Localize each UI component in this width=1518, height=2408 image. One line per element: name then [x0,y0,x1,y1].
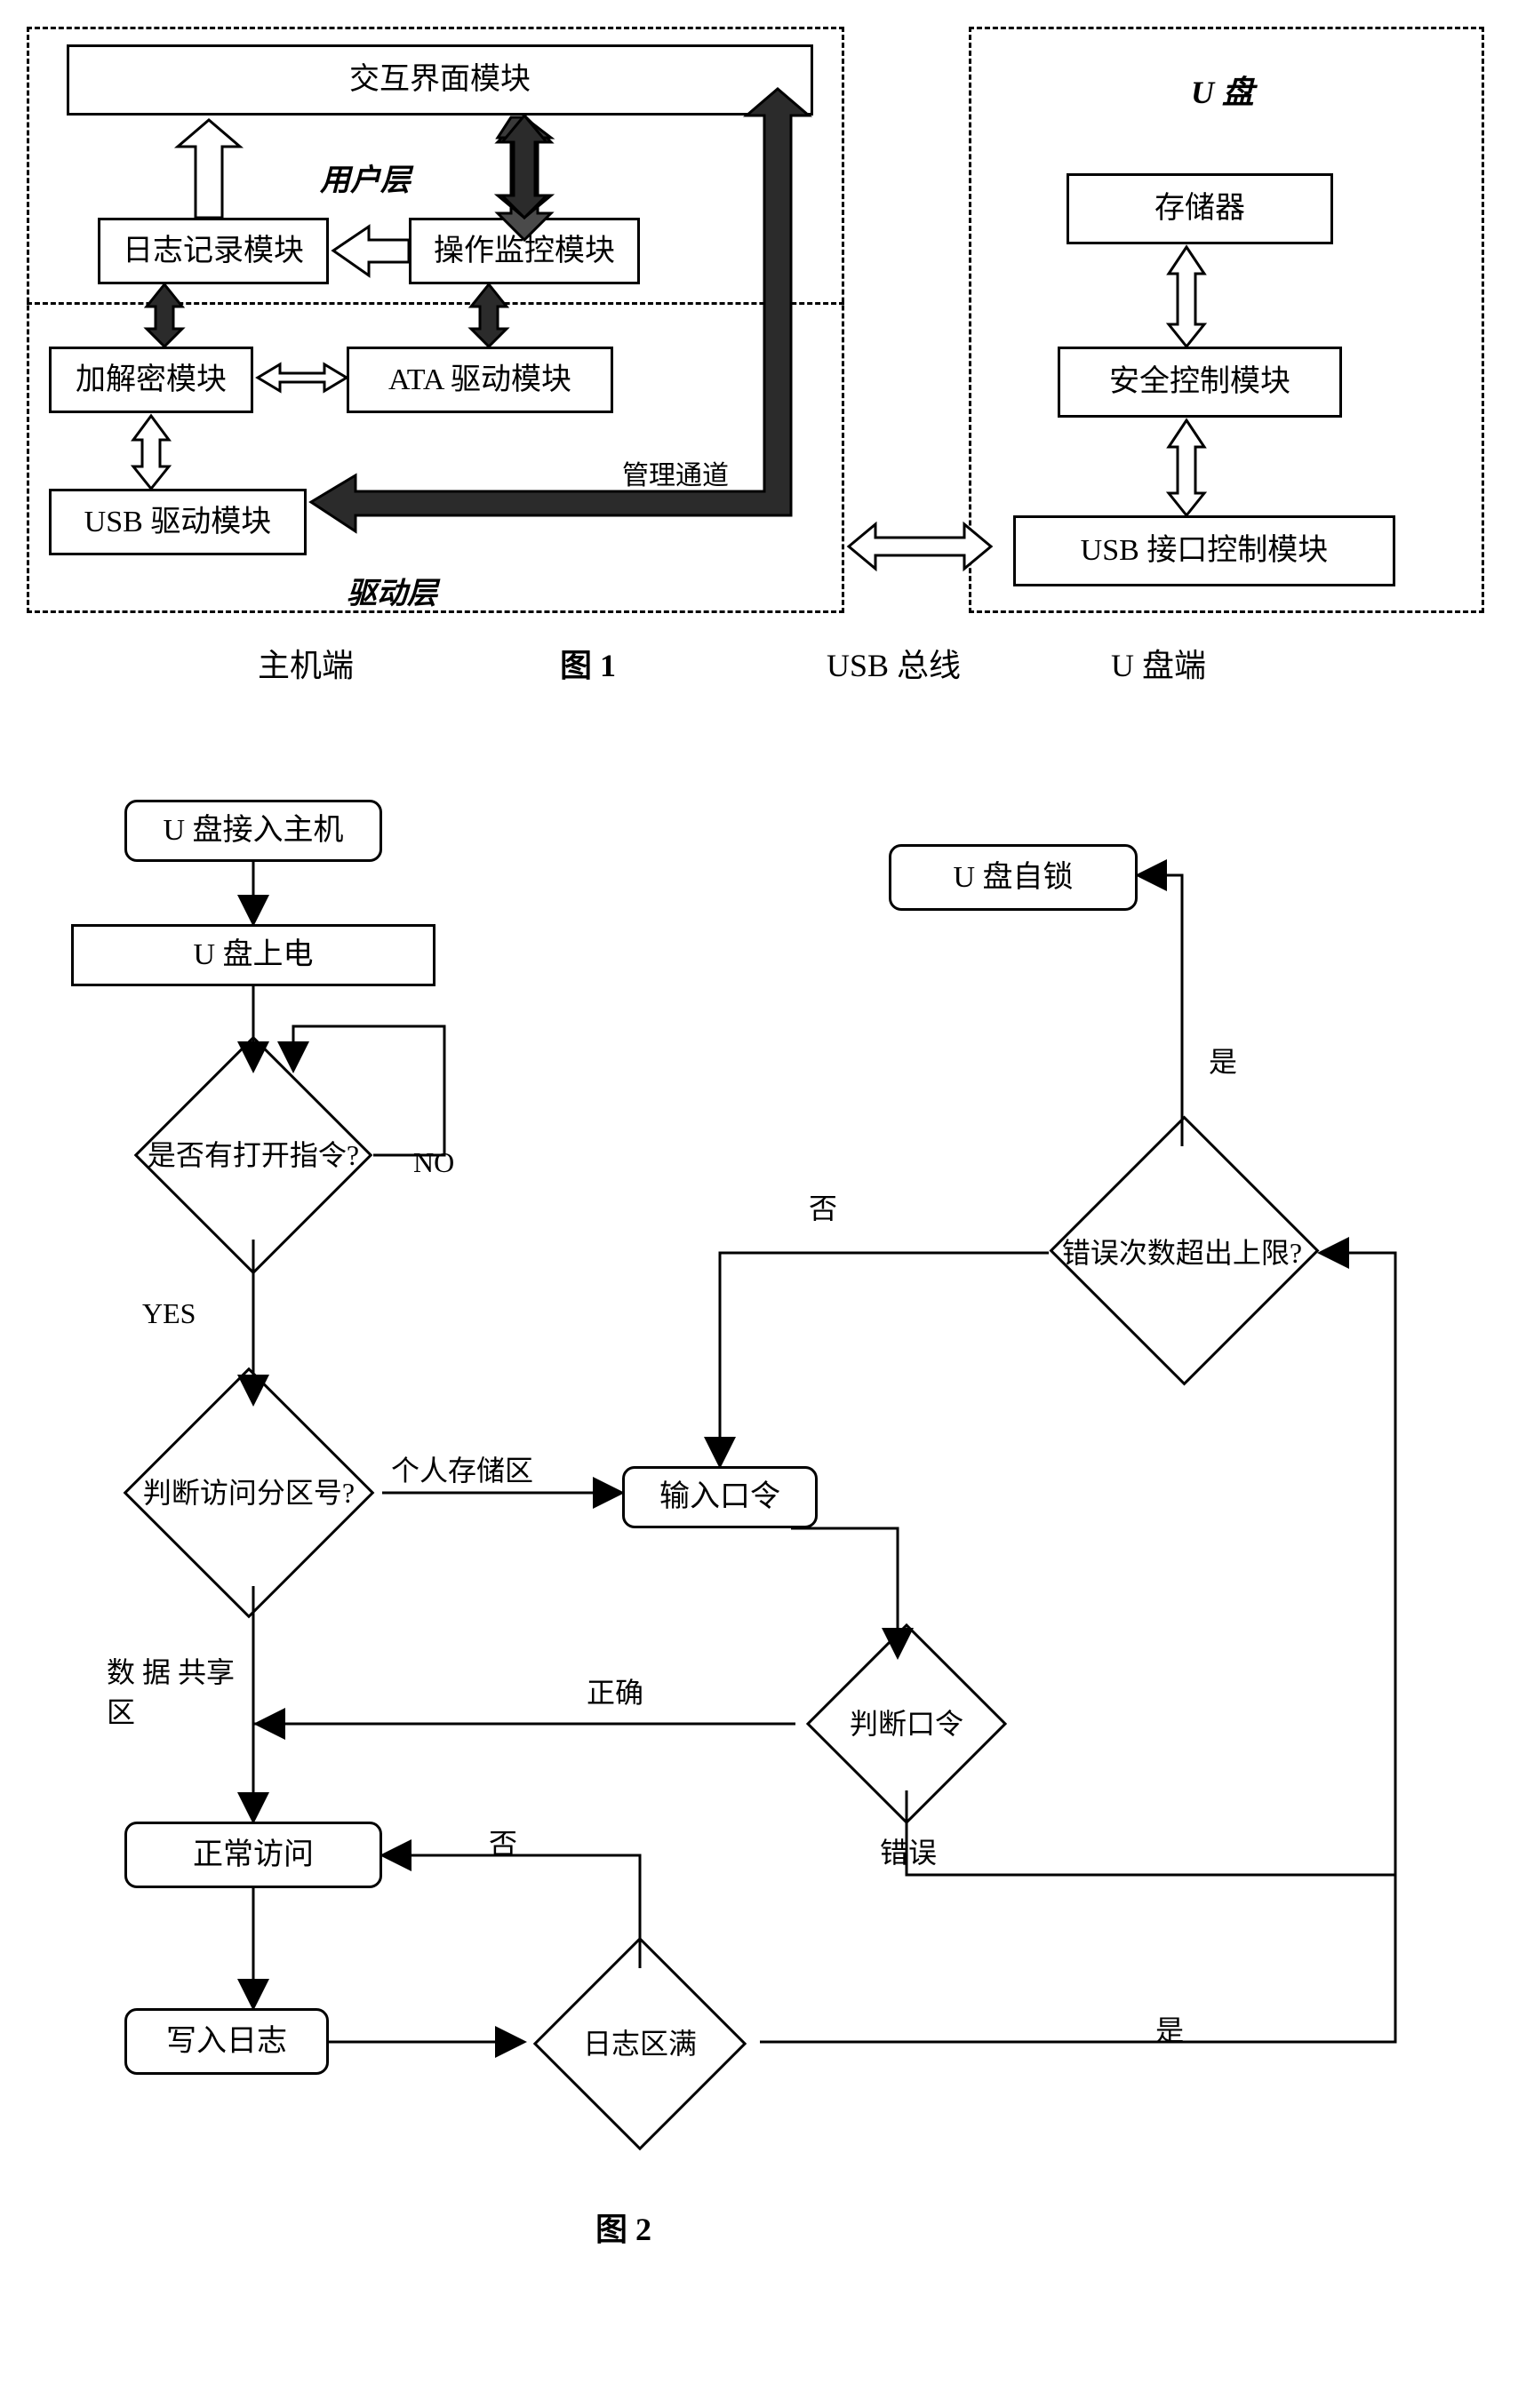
node-access: 正常访问 [124,1822,382,1888]
ata-module-box: ATA 驱动模块 [347,347,613,413]
log-module-box: 日志记录模块 [98,218,329,284]
decision-partition-label: 判断访问分区号? [116,1476,382,1510]
udisk-end-label: U 盘端 [1111,640,1206,686]
label-yes-cn-errcount: 是 [1209,1040,1237,1080]
label-no: NO [413,1146,454,1179]
usb-drv-module-box: USB 驱动模块 [49,489,307,555]
usb-if-ctrl-label: USB 接口控制模块 [1081,534,1329,567]
host-caption: 主机端 [258,640,354,686]
decision-errcount-label: 错误次数超出上限? [1040,1236,1324,1270]
log-module-label: 日志记录模块 [123,235,304,267]
ui-module-label: 交互界面模块 [349,63,531,96]
usb-bus-label: USB 总线 [827,640,961,686]
decision-pwd: 判断口令 [791,1653,1022,1795]
label-no-cn-logfull: 否 [489,1822,517,1862]
usb-if-ctrl-box: USB 接口控制模块 [1013,515,1395,586]
decision-partition: 判断访问分区号? [116,1395,382,1591]
node-poweron-label: U 盘上电 [193,938,313,971]
crypto-module-label: 加解密模块 [76,363,227,396]
node-poweron: U 盘上电 [71,924,435,986]
node-selflock-label: U 盘自锁 [953,861,1073,894]
sec-ctrl-label: 安全控制模块 [1109,365,1290,398]
decision-open-cmd: 是否有打开指令? [133,1066,373,1244]
node-insert-label: U 盘接入主机 [163,814,343,847]
node-input-pwd: 输入口令 [622,1466,818,1528]
monitor-module-box: 操作监控模块 [409,218,640,284]
label-personal: 个人存储区 [391,1448,533,1489]
udisk-title: U 盘 [1191,67,1254,113]
driver-layer-label: 驱动层 [347,569,437,612]
usb-drv-module-label: USB 驱动模块 [84,506,272,538]
label-yes-cn-logfull: 是 [1155,2008,1184,2049]
node-insert: U 盘接入主机 [124,800,382,862]
figure-2: U 盘接入主机 U 盘上电 是否有打开指令? 判断访问分区号? 正常访问 写入日… [18,791,1500,2390]
label-shared: 数 据 共享 区 [107,1653,240,1733]
ui-module-box: 交互界面模块 [67,44,813,116]
node-access-label: 正常访问 [193,1838,314,1871]
decision-errcount: 错误次数超出上限? [1040,1137,1324,1368]
label-yes: YES [142,1297,196,1330]
decision-logfull: 日志区满 [515,1964,764,2124]
storage-label: 存储器 [1154,192,1245,225]
crypto-module-box: 加解密模块 [49,347,253,413]
mgmt-channel-label: 管理通道 [622,453,729,492]
decision-logfull-label: 日志区满 [515,2027,764,2061]
decision-pwd-label: 判断口令 [791,1707,1022,1741]
node-writelog-label: 写入日志 [166,2025,287,2058]
label-correct: 正确 [587,1670,643,1711]
fig1-caption: 图 1 [560,640,616,686]
node-input-pwd-label: 输入口令 [659,1480,780,1513]
label-no-cn-errcount: 否 [809,1186,837,1227]
monitor-module-label: 操作监控模块 [434,235,615,267]
node-selflock: U 盘自锁 [889,844,1138,911]
storage-box: 存储器 [1067,173,1333,244]
layer-separator [27,302,844,305]
sec-ctrl-box: 安全控制模块 [1058,347,1342,418]
ata-module-label: ATA 驱动模块 [388,363,571,396]
node-writelog: 写入日志 [124,2008,329,2075]
fig2-caption: 图 2 [595,2204,651,2250]
user-layer-label: 用户层 [320,155,411,199]
figure-1: 交互界面模块 日志记录模块 操作监控模块 加解密模块 ATA 驱动模块 USB … [18,18,1500,746]
decision-open-cmd-label: 是否有打开指令? [133,1138,373,1172]
label-wrong: 错误 [880,1830,937,1871]
